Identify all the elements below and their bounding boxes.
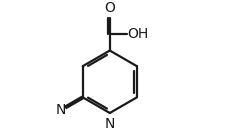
Text: N: N — [56, 103, 66, 117]
Text: OH: OH — [127, 27, 148, 41]
Text: O: O — [104, 1, 115, 15]
Text: N: N — [105, 117, 115, 131]
